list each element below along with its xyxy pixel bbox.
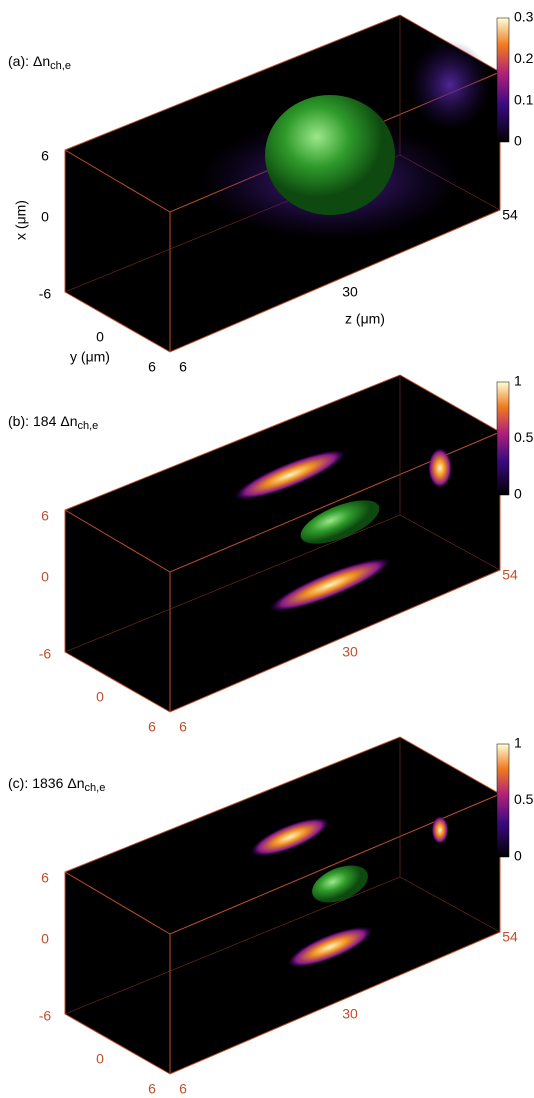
z-tick-label: 54 bbox=[502, 929, 518, 945]
symbol: Δn bbox=[67, 775, 84, 791]
z-tick-label: 30 bbox=[342, 284, 358, 300]
panel-id: (b): bbox=[8, 413, 29, 429]
x-axis-title: x (μm) bbox=[13, 200, 29, 240]
x-tick-label: 0 bbox=[41, 209, 49, 225]
x-tick-label: -6 bbox=[39, 646, 52, 662]
box-face bbox=[65, 737, 500, 1074]
colorbar-tick-label: 0.5 bbox=[514, 791, 534, 807]
glow bbox=[410, 40, 490, 130]
hotspot bbox=[432, 816, 449, 844]
colorbar-tick-label: 0.3 bbox=[514, 9, 534, 25]
subscript: ch,e bbox=[78, 420, 99, 432]
hotspot bbox=[428, 448, 452, 488]
y-tick-label: 6 bbox=[148, 1081, 156, 1097]
panel: (a):Δnch,e 6 0 -6 0 6 6 30 54 x (μm) y (μm) z (μm) 0… bbox=[8, 9, 534, 375]
y-tick-label: 6 bbox=[148, 359, 156, 375]
z-tick-label: 54 bbox=[502, 567, 518, 583]
y-tick-label: 0 bbox=[96, 329, 104, 345]
colorbar bbox=[497, 382, 509, 495]
x-tick-label: -6 bbox=[39, 1008, 52, 1024]
colorbar-tick-label: 0.5 bbox=[514, 429, 534, 445]
x-tick-label: 0 bbox=[41, 931, 49, 947]
y-tick-label: 0 bbox=[96, 689, 104, 705]
colorbar-tick-label: 0 bbox=[514, 848, 522, 864]
colorbar-tick-label: 0.1 bbox=[514, 91, 534, 107]
panel-label: (a):Δnch,e bbox=[8, 53, 71, 72]
x-tick-label: 6 bbox=[41, 508, 49, 524]
colorbar-tick-label: 0 bbox=[514, 133, 522, 149]
y-tick-label: 0 bbox=[96, 1051, 104, 1067]
z-tick-label: 6 bbox=[179, 719, 187, 735]
figure: (a):Δnch,e60-60663054x (μm)y (μm)z (μm)0… bbox=[0, 0, 534, 1098]
factor: 184 bbox=[33, 413, 57, 429]
subscript: ch,e bbox=[85, 782, 106, 794]
colorbar bbox=[497, 18, 509, 142]
z-tick-label: 6 bbox=[179, 1081, 187, 1097]
x-tick-label: -6 bbox=[39, 286, 52, 302]
x-tick-label: 6 bbox=[41, 148, 49, 164]
x-tick-label: 0 bbox=[41, 569, 49, 585]
colorbar-tick-label: 0 bbox=[514, 486, 522, 502]
z-tick-label: 54 bbox=[502, 207, 518, 223]
symbol: Δn bbox=[60, 413, 77, 429]
box-face bbox=[65, 375, 500, 712]
z-axis-title: z (μm) bbox=[345, 311, 385, 327]
z-tick-label: 30 bbox=[342, 644, 358, 660]
y-axis-title: y (μm) bbox=[70, 349, 110, 365]
colorbar-tick-label: 1 bbox=[514, 373, 522, 389]
x-tick-label: 6 bbox=[41, 870, 49, 886]
symbol: Δn bbox=[33, 53, 50, 69]
z-tick-label: 6 bbox=[179, 359, 187, 375]
subscript: ch,e bbox=[50, 60, 71, 72]
panel-id: (a): bbox=[8, 53, 29, 69]
y-tick-label: 6 bbox=[148, 719, 156, 735]
colorbar bbox=[497, 744, 509, 857]
colorbar-tick-label: 1 bbox=[514, 735, 522, 751]
z-tick-label: 30 bbox=[342, 1006, 358, 1022]
colorbar-tick-label: 0.2 bbox=[514, 50, 534, 66]
factor: 1836 bbox=[32, 775, 63, 791]
isosurface bbox=[265, 95, 395, 215]
panel-id: (c): bbox=[8, 775, 28, 791]
